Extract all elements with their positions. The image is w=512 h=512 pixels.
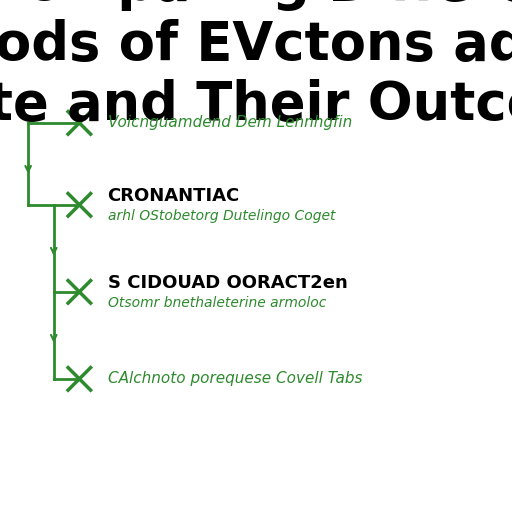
- Text: V. Comparing Different
Methods of EVctons ad CBD
Isolate and Their Outcomes: V. Comparing Different Methods of EVcton…: [0, 0, 512, 132]
- Text: CAlchnoto porequese Covell Tabs: CAlchnoto porequese Covell Tabs: [108, 371, 362, 387]
- Text: arhl OStobetorg Dutelingo Coget: arhl OStobetorg Dutelingo Coget: [108, 209, 335, 223]
- Text: Otsomr bnethaleterine armoloc: Otsomr bnethaleterine armoloc: [108, 296, 326, 310]
- Text: CRONANTIAC: CRONANTIAC: [108, 186, 240, 205]
- Text: S CIDOUAD OORACT2en: S CIDOUAD OORACT2en: [108, 273, 347, 292]
- Text: Voicnguamdend Dem Lennhgfin: Voicnguamdend Dem Lennhgfin: [108, 115, 352, 131]
